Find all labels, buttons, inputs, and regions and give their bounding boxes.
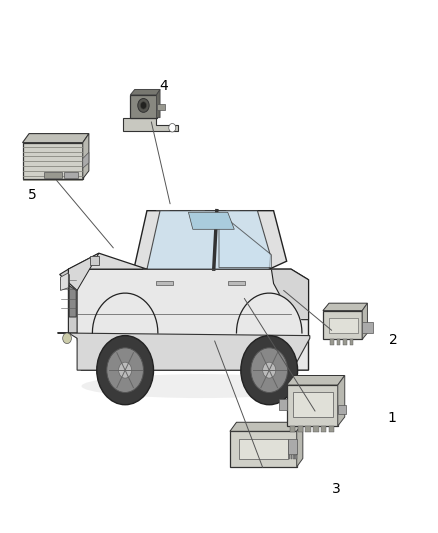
Polygon shape <box>239 439 288 459</box>
Circle shape <box>119 362 132 378</box>
Polygon shape <box>83 134 89 179</box>
Ellipse shape <box>81 374 321 398</box>
Polygon shape <box>362 303 367 340</box>
Polygon shape <box>83 152 89 168</box>
Text: 4: 4 <box>159 79 168 93</box>
Bar <box>329 426 334 432</box>
Polygon shape <box>60 273 68 290</box>
Polygon shape <box>68 253 147 269</box>
Bar <box>295 455 297 459</box>
Polygon shape <box>219 212 272 268</box>
Polygon shape <box>329 318 358 333</box>
Polygon shape <box>143 211 271 269</box>
Polygon shape <box>68 253 99 290</box>
Polygon shape <box>323 311 362 340</box>
Polygon shape <box>230 422 303 431</box>
Polygon shape <box>60 269 77 333</box>
Polygon shape <box>338 405 346 414</box>
Polygon shape <box>156 90 160 118</box>
Circle shape <box>138 99 149 112</box>
Bar <box>291 455 292 459</box>
Text: 5: 5 <box>28 188 37 201</box>
Polygon shape <box>279 399 287 410</box>
Polygon shape <box>297 422 303 467</box>
Bar <box>297 426 303 432</box>
Polygon shape <box>288 439 297 454</box>
Polygon shape <box>131 95 156 118</box>
Circle shape <box>241 336 297 405</box>
Text: 2: 2 <box>389 333 398 347</box>
Bar <box>321 426 326 432</box>
Polygon shape <box>134 211 287 269</box>
Circle shape <box>107 348 144 392</box>
Circle shape <box>169 124 176 132</box>
Polygon shape <box>287 385 338 426</box>
Bar <box>337 340 340 345</box>
Bar <box>289 455 290 459</box>
Circle shape <box>63 333 71 344</box>
Circle shape <box>97 336 153 405</box>
Polygon shape <box>323 303 367 311</box>
Circle shape <box>251 348 288 392</box>
Polygon shape <box>123 118 177 131</box>
Polygon shape <box>188 212 234 229</box>
Polygon shape <box>155 281 173 285</box>
Polygon shape <box>287 375 345 385</box>
Polygon shape <box>68 269 308 370</box>
Polygon shape <box>90 256 99 265</box>
Text: 3: 3 <box>332 482 340 496</box>
Polygon shape <box>228 281 245 285</box>
Polygon shape <box>60 274 76 317</box>
Polygon shape <box>64 172 78 177</box>
Polygon shape <box>44 172 62 177</box>
Bar <box>350 340 353 345</box>
Polygon shape <box>362 322 373 333</box>
Polygon shape <box>156 104 165 110</box>
Bar <box>305 426 311 432</box>
Circle shape <box>263 362 276 378</box>
Text: 1: 1 <box>387 411 396 425</box>
Bar <box>330 340 334 345</box>
Circle shape <box>141 102 147 109</box>
Polygon shape <box>57 333 310 370</box>
Polygon shape <box>338 375 345 426</box>
Bar <box>293 455 294 459</box>
Polygon shape <box>22 134 89 143</box>
Polygon shape <box>230 431 297 467</box>
Polygon shape <box>131 90 160 95</box>
Polygon shape <box>272 269 308 320</box>
Polygon shape <box>293 392 332 417</box>
Bar <box>343 340 347 345</box>
Bar <box>290 426 295 432</box>
Bar <box>313 426 318 432</box>
Polygon shape <box>22 143 83 179</box>
